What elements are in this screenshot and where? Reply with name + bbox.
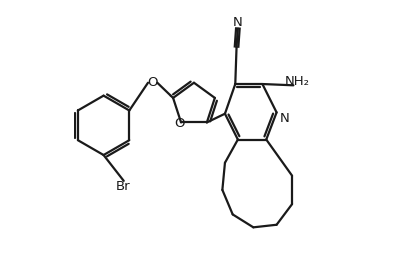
Text: N: N — [232, 16, 242, 28]
Text: O: O — [147, 76, 158, 89]
Text: N: N — [279, 112, 288, 125]
Text: Br: Br — [115, 180, 130, 193]
Text: NH₂: NH₂ — [284, 75, 309, 88]
Text: O: O — [174, 117, 185, 130]
